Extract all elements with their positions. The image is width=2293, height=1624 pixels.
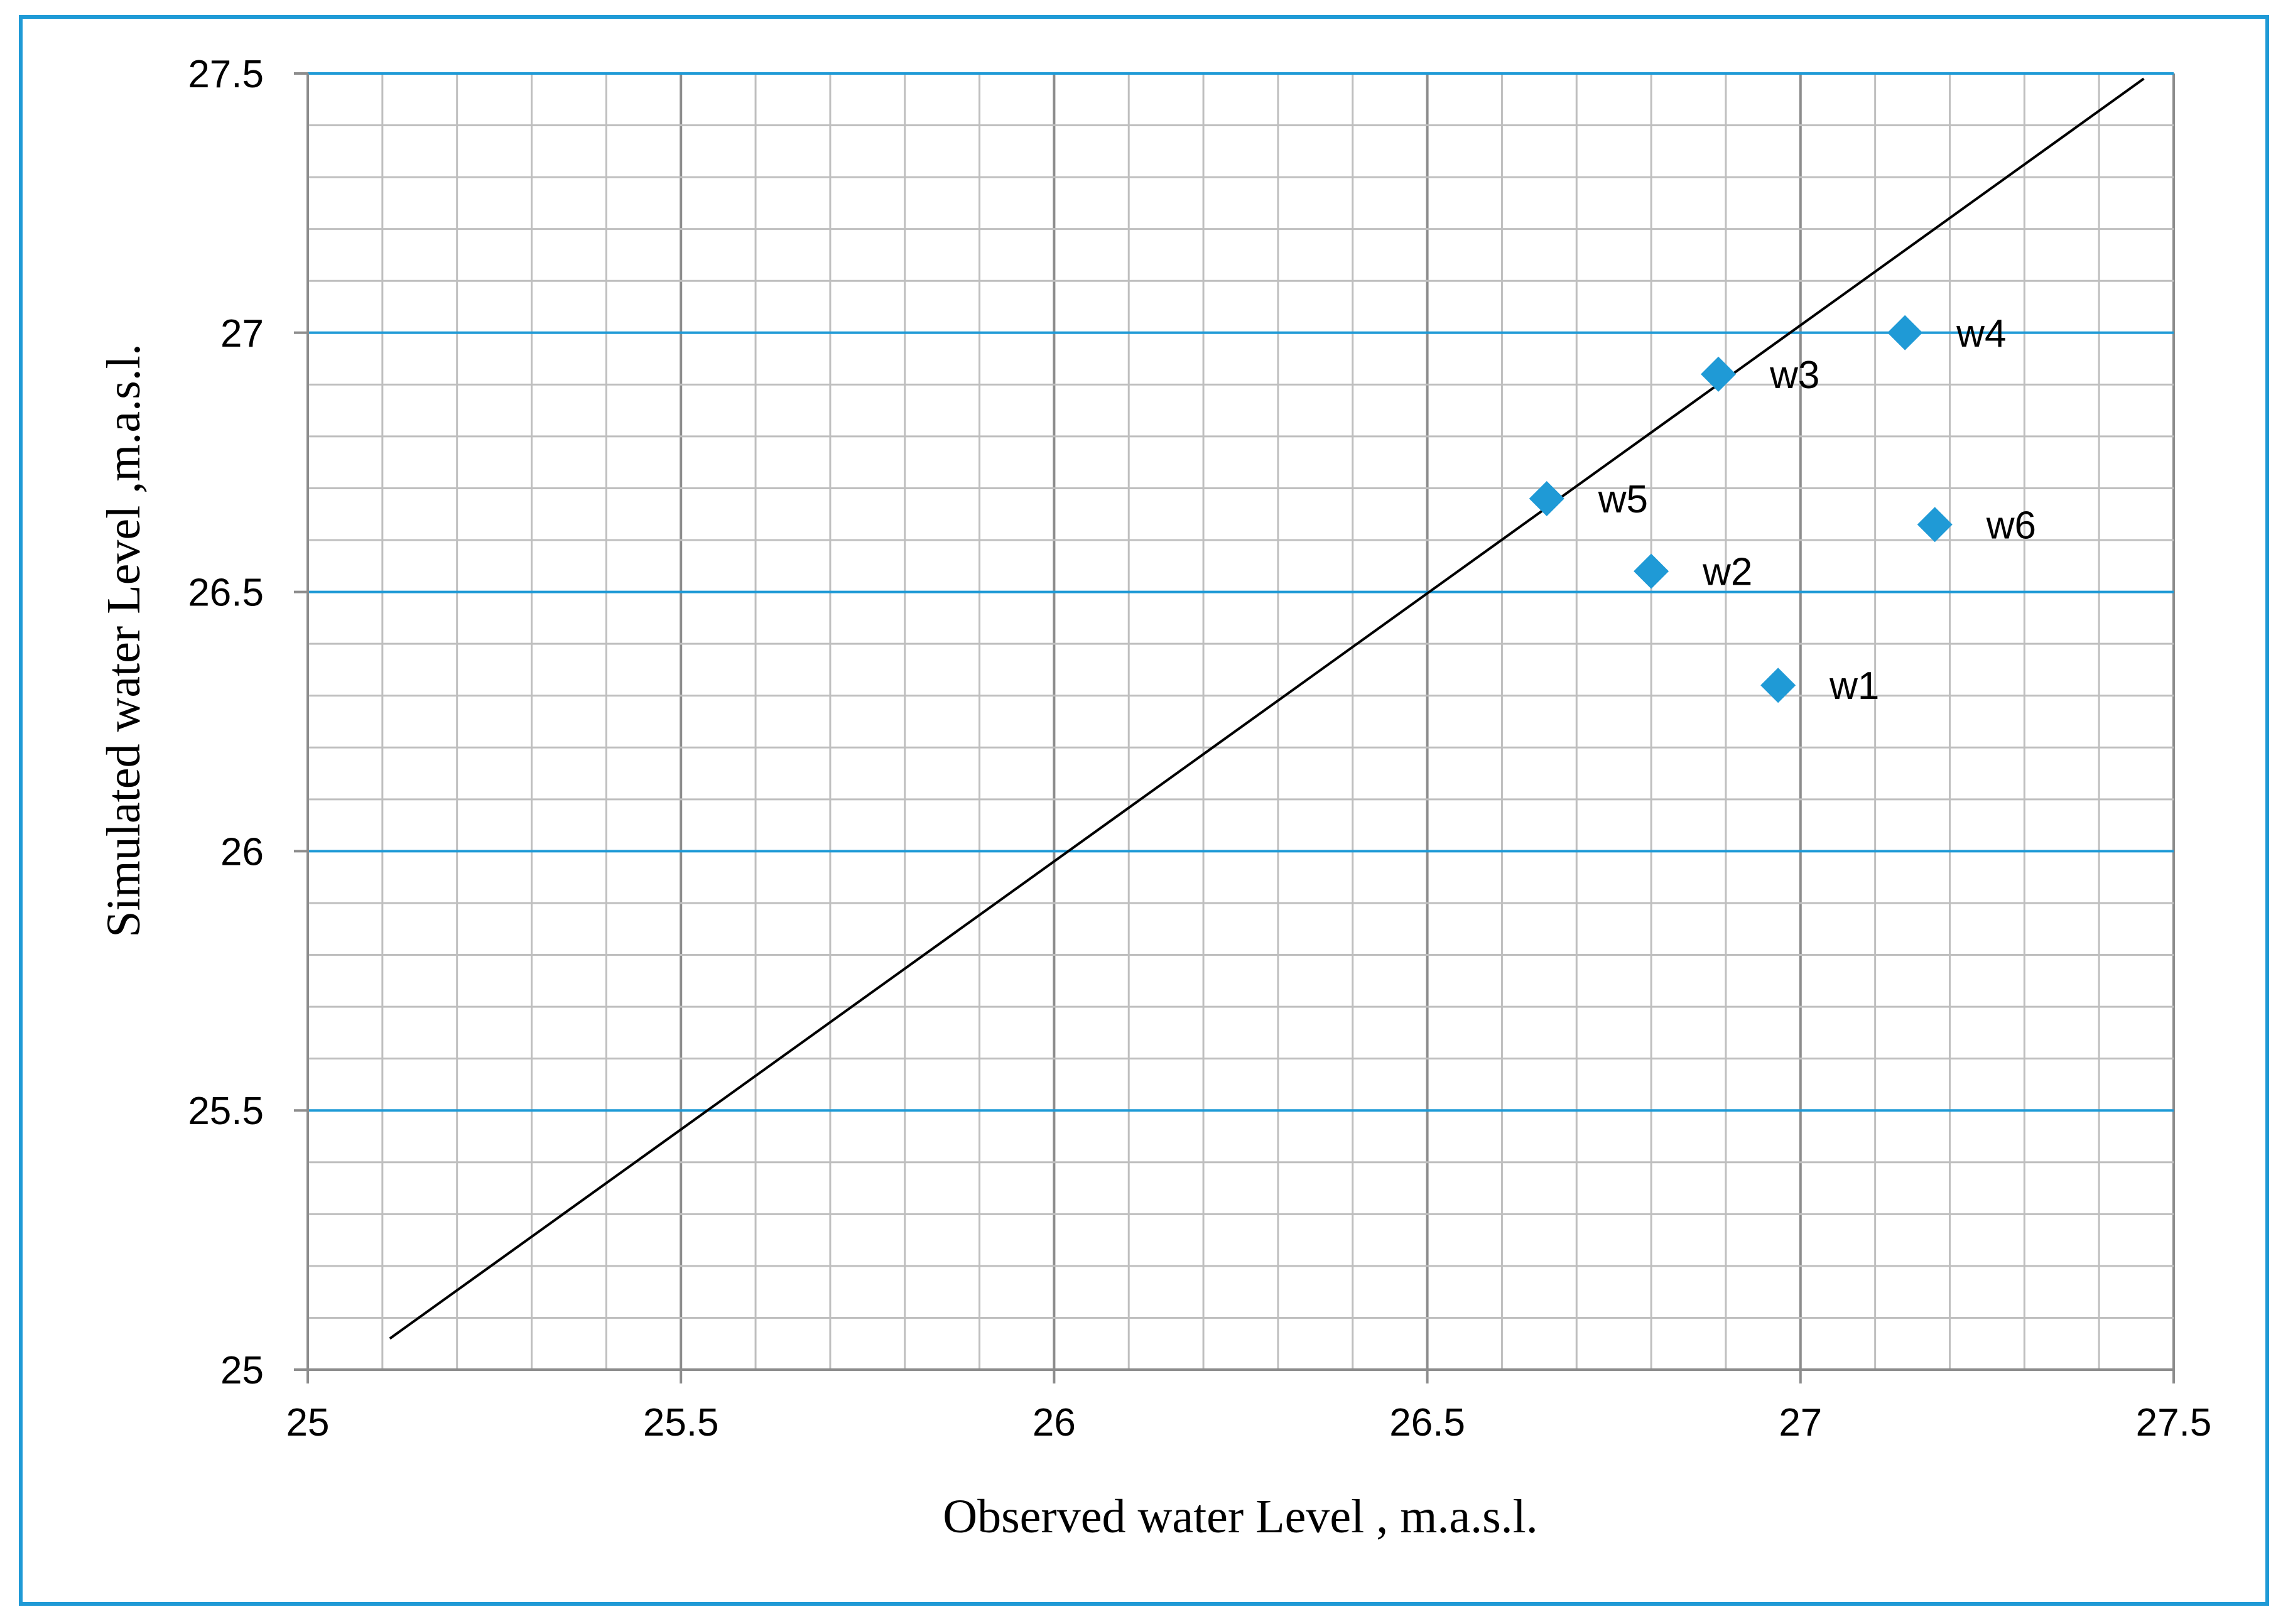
- y-tick-label: 27.5: [188, 53, 264, 96]
- reference-line: [389, 77, 2145, 1340]
- y-tick-label: 26: [220, 830, 264, 874]
- data-point-w6: [1917, 507, 1953, 543]
- x-tick-labels: 25 25.5 26 26.5 27 27.5: [286, 1401, 2212, 1444]
- y-tick-label: 25: [220, 1349, 264, 1392]
- data-point-w3: [1701, 356, 1737, 392]
- data-label-w3: w3: [1769, 354, 1819, 397]
- data-label-w5: w5: [1598, 478, 1648, 521]
- data-label-w2: w2: [1702, 551, 1752, 594]
- y-tick-label: 25.5: [188, 1090, 264, 1133]
- axes: [294, 72, 2175, 1383]
- data-points: w1 w2 w3 w4 w5 w6: [1529, 312, 2036, 708]
- data-point-w1: [1760, 668, 1796, 703]
- x-tick-label: 26.5: [1389, 1401, 1465, 1444]
- x-tick-label: 27: [1779, 1401, 1822, 1444]
- x-axis-label: Observed water Level , m.a.s.l.: [943, 1490, 1538, 1543]
- y-tick-label: 26.5: [188, 571, 264, 615]
- x-tick-label: 26: [1033, 1401, 1076, 1444]
- y-tick-labels: 25 25.5 26 26.5 27 27.5: [188, 53, 264, 1392]
- y-axis-label: Simulated water Level ,m.a.s.l.: [97, 344, 150, 938]
- data-point-w5: [1529, 480, 1564, 516]
- x-tick-label: 27.5: [2136, 1401, 2212, 1444]
- grid: [306, 72, 2175, 1371]
- x-tick-label: 25.5: [643, 1401, 719, 1444]
- y-tick-label: 27: [220, 312, 264, 355]
- data-point-w4: [1887, 315, 1923, 350]
- data-label-w4: w4: [1956, 312, 2006, 355]
- x-tick-label: 25: [286, 1401, 330, 1444]
- reference-line-group: [389, 77, 2145, 1340]
- data-point-w2: [1634, 553, 1669, 589]
- data-label-w6: w6: [1986, 504, 2036, 547]
- data-label-w1: w1: [1829, 664, 1879, 708]
